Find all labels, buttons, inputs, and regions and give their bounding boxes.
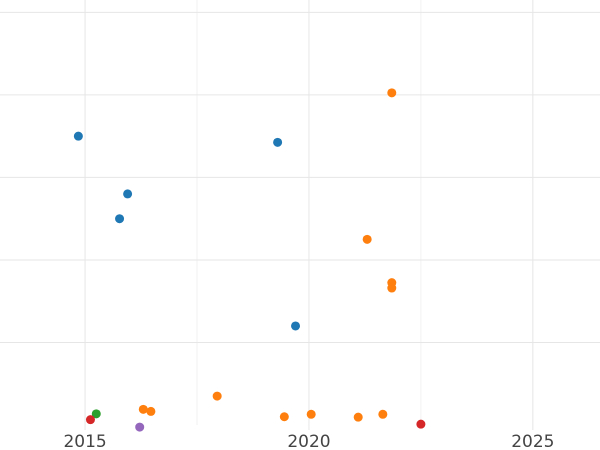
data-point	[91, 409, 101, 419]
data-point	[146, 406, 156, 416]
data-point	[362, 234, 372, 244]
data-point	[353, 412, 363, 422]
x-tick-label: 2025	[511, 432, 554, 450]
data-point	[387, 88, 397, 98]
x-tick-label: 2015	[63, 432, 106, 450]
data-point	[273, 137, 283, 147]
data-point	[123, 189, 133, 199]
data-point	[291, 321, 301, 331]
grid-layer	[0, 0, 600, 430]
points-layer	[73, 88, 426, 432]
data-point	[306, 409, 316, 419]
data-point	[279, 412, 289, 422]
data-point	[378, 409, 388, 419]
data-point	[138, 404, 148, 414]
data-point	[135, 422, 145, 432]
x-tick-labels: 2015 2020 2025	[63, 432, 554, 450]
data-point	[212, 391, 222, 401]
x-tick-label: 2020	[287, 432, 330, 450]
data-point	[387, 283, 397, 293]
data-point	[115, 214, 125, 224]
data-point	[416, 419, 426, 429]
data-point	[73, 131, 83, 141]
data-point	[85, 415, 95, 425]
